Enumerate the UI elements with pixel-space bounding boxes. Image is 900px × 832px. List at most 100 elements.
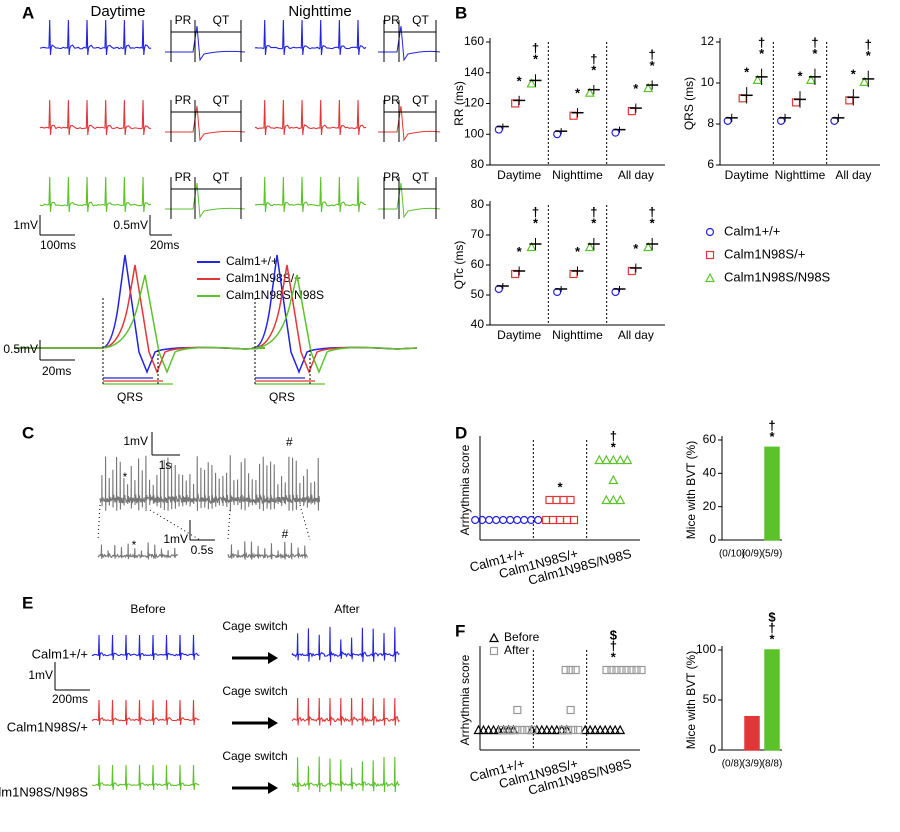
trace	[254, 176, 367, 213]
significance: *	[759, 46, 765, 61]
significance: †	[590, 204, 597, 219]
x-tick-label: Nighttime	[552, 168, 603, 182]
legend-label: Calm1N98S/N98S	[724, 269, 831, 284]
point	[561, 665, 570, 675]
point	[601, 494, 612, 505]
legend-marker	[705, 272, 715, 283]
genotype-label: Calm1N98S/+	[7, 719, 88, 734]
y-tick-label: 8	[707, 116, 714, 130]
significance: *	[650, 215, 656, 230]
significance: *	[769, 429, 775, 444]
point	[627, 665, 636, 675]
panel-label: D	[455, 423, 467, 442]
bar	[744, 715, 760, 751]
panel-label: F	[455, 621, 465, 640]
trace	[91, 634, 200, 661]
x-tick-label: Daytime	[725, 168, 769, 182]
trace	[91, 699, 200, 726]
trace	[165, 105, 246, 142]
y-tick-label: 120	[464, 96, 484, 110]
significance: †	[610, 638, 617, 653]
point	[526, 241, 537, 252]
line	[149, 509, 201, 541]
trace-label: #	[282, 527, 289, 541]
trace-label: 1s	[159, 458, 172, 472]
point	[513, 705, 522, 715]
qrs-label: QRS	[117, 390, 143, 404]
significance: †	[811, 35, 818, 50]
zoom-label: QT	[412, 170, 429, 184]
point	[526, 78, 537, 88]
heading: Before	[130, 602, 166, 616]
significance: $	[610, 627, 618, 642]
trace	[97, 542, 179, 560]
point	[569, 725, 578, 735]
y-axis-label: QTc (ms)	[452, 241, 466, 290]
x-tick-label: (8/8)	[762, 759, 783, 770]
point	[520, 515, 529, 525]
trace	[252, 274, 418, 375]
scale-label: 0.5mV	[3, 342, 38, 356]
point	[584, 87, 595, 97]
point	[615, 724, 626, 735]
trace-label: 1mV	[163, 532, 188, 546]
genotype-label: Calm1+/+	[32, 646, 88, 661]
point	[555, 515, 565, 525]
trace	[39, 19, 152, 56]
y-tick-label: 40	[703, 466, 717, 480]
scale-label: 0.5mV	[113, 218, 148, 232]
significance: *	[591, 62, 597, 77]
zoom-label: QT	[213, 93, 230, 107]
y-tick-label: 100	[696, 642, 716, 656]
point	[548, 515, 558, 525]
point	[518, 725, 527, 735]
scale-label: 20ms	[150, 238, 179, 252]
x-tick-label: (0/8)	[722, 759, 743, 770]
point	[595, 724, 606, 735]
arrow-head	[268, 652, 278, 664]
significance: *	[575, 244, 581, 259]
significance: *	[812, 46, 818, 61]
y-tick-label: 50	[471, 287, 485, 301]
bar	[764, 649, 780, 751]
y-tick-label: 160	[464, 34, 484, 48]
trace-label: 0.5s	[191, 543, 214, 557]
significance: *	[517, 244, 523, 259]
significance: †	[768, 620, 775, 635]
point	[608, 454, 619, 465]
y-tick-label: 60	[471, 257, 485, 271]
significance: *	[611, 649, 617, 664]
point	[471, 515, 480, 525]
significance: *	[797, 69, 803, 84]
trace	[165, 182, 246, 219]
x-tick-label: All day	[835, 168, 871, 182]
y-tick-label: 20	[703, 499, 717, 513]
significance: $	[768, 609, 776, 624]
point	[580, 724, 591, 735]
trace	[227, 541, 309, 560]
point	[643, 82, 654, 93]
y-tick-label: 140	[464, 65, 484, 79]
legend-label: Calm1N98S/N98S	[226, 288, 324, 302]
y-tick-label: 60	[703, 432, 717, 446]
significance: †	[610, 428, 617, 443]
point	[536, 724, 547, 735]
point	[574, 725, 583, 735]
point	[485, 515, 494, 525]
trace	[291, 756, 400, 793]
point	[805, 74, 816, 84]
point	[541, 724, 552, 735]
zoom-label: PR	[175, 170, 192, 184]
point	[607, 665, 616, 675]
scale-label: 1mV	[13, 218, 38, 232]
point	[571, 665, 580, 675]
significance: †	[758, 35, 765, 50]
significance: *	[575, 86, 581, 101]
point	[566, 495, 575, 505]
significance: *	[633, 81, 639, 96]
point	[541, 515, 551, 525]
y-tick-label: 80	[471, 197, 485, 211]
trace-label: *	[123, 470, 128, 484]
scale-label: 200ms	[52, 692, 88, 706]
point	[594, 454, 605, 465]
